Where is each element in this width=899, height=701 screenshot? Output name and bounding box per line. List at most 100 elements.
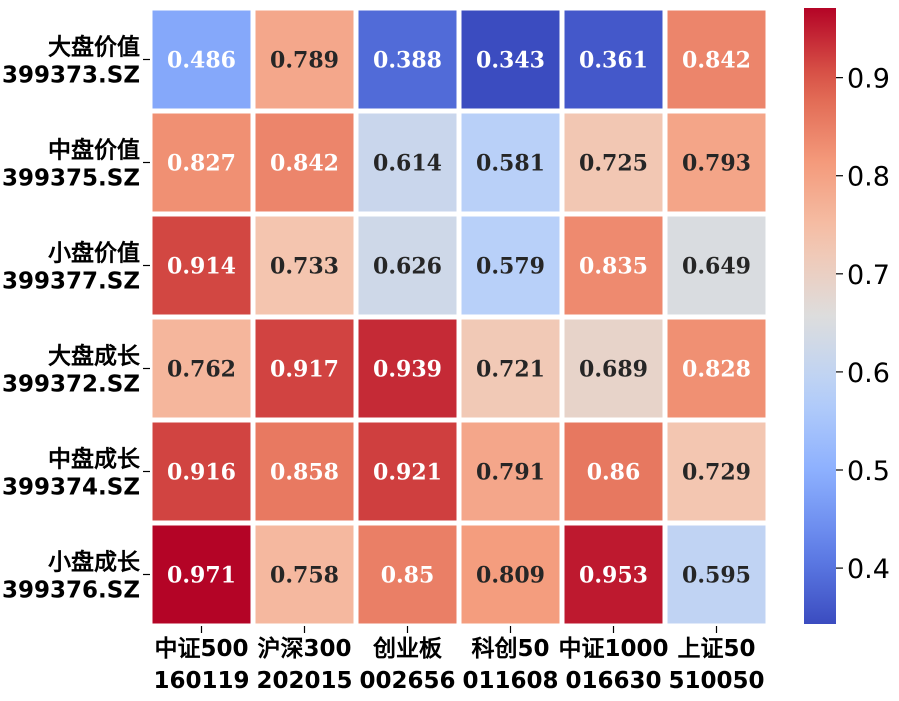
heatmap-cell: 0.689 [564,319,663,418]
cell-rect [152,216,251,315]
heatmap-cell: 0.842 [255,113,354,212]
cell-value-label: 0.971 [167,563,236,589]
cell-rect [461,525,560,624]
heatmap-cell: 0.733 [255,216,354,315]
heatmap-cell: 0.729 [667,422,766,521]
cell-value-label: 0.343 [476,48,545,74]
row-label-code: 399375.SZ [2,166,140,192]
cell-value-label: 0.85 [381,563,435,589]
row-label-name: 大盘成长 [48,343,141,370]
heatmap-cell: 0.388 [358,10,457,109]
cell-value-label: 0.809 [476,563,545,589]
heatmap-cells: 0.486 0.789 0.388 0.343 0.361 0.842 0.827 0.842… [152,10,766,624]
cell-rect [255,525,354,624]
row-label-code: 399374.SZ [2,475,140,501]
heatmap-cell: 0.649 [667,216,766,315]
cell-rect [461,422,560,521]
heatmap-cell: 0.758 [255,525,354,624]
colorbar-tick-label: 0.4 [847,554,890,585]
cell-value-label: 0.721 [476,357,545,383]
colorbar-tick-label: 0.9 [847,64,890,95]
cell-rect [667,113,766,212]
heatmap-cell: 0.939 [358,319,457,418]
colorbar-tick-label: 0.7 [847,260,890,291]
cell-rect [461,113,560,212]
cell-value-label: 0.916 [167,460,236,486]
cell-rect [461,319,560,418]
cell-rect [152,10,251,109]
cell-value-label: 0.842 [270,151,339,177]
cell-rect [152,113,251,212]
cell-value-label: 0.914 [167,254,236,280]
cell-value-label: 0.953 [579,563,648,589]
heatmap-cell: 0.361 [564,10,663,109]
cell-rect [255,10,354,109]
cell-rect [152,422,251,521]
cell-rect [667,422,766,521]
row-label-name: 小盘成长 [48,549,141,576]
cell-value-label: 0.725 [579,151,648,177]
cell-value-label: 0.614 [373,151,442,177]
row-label-name: 中盘价值 [48,137,140,164]
cell-value-label: 0.842 [682,48,751,74]
cell-rect [358,422,457,521]
column-labels: 中证500 160119 沪深300 202015 创业板 002656 科创50 01160… [153,626,765,694]
heatmap-cell: 0.858 [255,422,354,521]
cell-value-label: 0.689 [579,357,648,383]
heatmap-cell: 0.581 [461,113,560,212]
cell-value-label: 0.388 [373,48,442,74]
cell-rect [358,319,457,418]
cell-rect [564,319,663,418]
row-label-name: 小盘价值 [48,240,140,267]
heatmap-cell: 0.953 [564,525,663,624]
heatmap-cell: 0.916 [152,422,251,521]
colorbar-gradient [804,8,836,624]
cell-value-label: 0.827 [167,151,236,177]
heatmap-cell: 0.721 [461,319,560,418]
cell-value-label: 0.921 [373,460,442,486]
cell-value-label: 0.762 [167,357,236,383]
cell-rect [564,525,663,624]
row-label-code: 399376.SZ [2,578,140,604]
cell-value-label: 0.86 [587,460,641,486]
colorbar-tick-label: 0.6 [847,358,890,389]
cell-value-label: 0.835 [579,254,648,280]
heatmap-cell: 0.486 [152,10,251,109]
cell-rect [461,10,560,109]
cell-value-label: 0.581 [476,151,545,177]
cell-rect [152,525,251,624]
cell-rect [152,319,251,418]
cell-value-label: 0.361 [579,48,648,74]
heatmap-cell: 0.343 [461,10,560,109]
cell-value-label: 0.758 [270,563,339,589]
row-label-code: 399372.SZ [2,372,140,398]
column-label-name: 上证50 [677,636,755,662]
heatmap-cell: 0.971 [152,525,251,624]
heatmap-cell: 0.579 [461,216,560,315]
cell-rect [255,216,354,315]
column-label-code: 202015 [256,668,352,694]
cell-value-label: 0.791 [476,460,545,486]
cell-rect [564,216,663,315]
cell-value-label: 0.793 [682,151,751,177]
colorbar-tick-label: 0.8 [847,162,890,193]
heatmap-cell: 0.921 [358,422,457,521]
row-label-name: 中盘成长 [48,446,141,473]
heatmap-cell: 0.789 [255,10,354,109]
heatmap-cell: 0.614 [358,113,457,212]
cell-value-label: 0.917 [270,357,339,383]
cell-rect [667,319,766,418]
cell-rect [667,525,766,624]
cell-value-label: 0.858 [270,460,339,486]
heatmap-cell: 0.725 [564,113,663,212]
column-label-code: 160119 [153,668,249,694]
cell-rect [667,216,766,315]
cell-rect [667,10,766,109]
cell-rect [358,525,457,624]
cell-value-label: 0.729 [682,460,751,486]
cell-rect [255,113,354,212]
cell-value-label: 0.579 [476,254,545,280]
column-label-name: 中证500 [154,636,248,662]
column-label-code: 016630 [565,668,661,694]
